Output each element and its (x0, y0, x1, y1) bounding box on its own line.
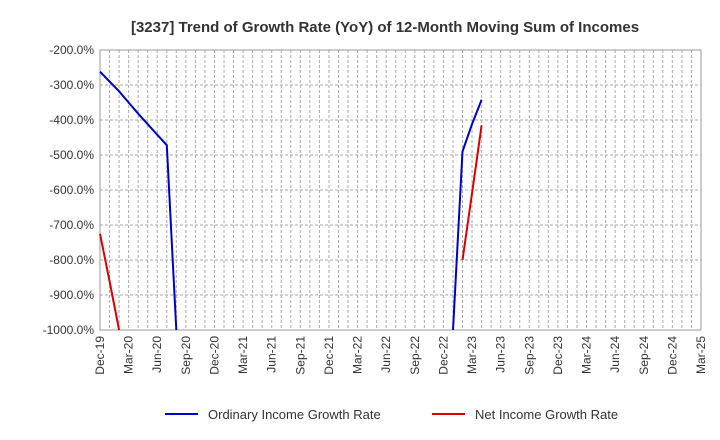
x-tick-label: Mar-21 (236, 336, 250, 374)
y-tick-label: -900.0% (49, 288, 94, 302)
y-tick-label: -400.0% (49, 113, 94, 127)
y-tick-label: -200.0% (49, 43, 94, 57)
x-tick-label: Dec-22 (436, 336, 450, 375)
series-line-net-income (461, 125, 483, 261)
y-tick-label: -300.0% (49, 78, 94, 92)
legend-label: Ordinary Income Growth Rate (208, 407, 381, 422)
x-tick-label: Dec-23 (551, 336, 565, 375)
y-axis: -200.0% -300.0% -400.0% -500.0% -600.0% -700.… (43, 43, 95, 337)
series-line-net-income (99, 233, 121, 331)
x-tick-label: Sep-20 (179, 336, 193, 375)
y-tick-label: -1000.0% (43, 323, 95, 337)
y-tick-label: -600.0% (49, 183, 94, 197)
series-line-ordinary-income (452, 99, 483, 331)
x-tick-label: Dec-21 (322, 336, 336, 375)
x-tick-label: Mar-20 (122, 336, 136, 374)
y-tick-label: -800.0% (49, 253, 94, 267)
x-tick-label: Mar-22 (351, 336, 365, 374)
x-tick-label: Jun-22 (379, 336, 393, 373)
x-tick-label: Jun-20 (150, 336, 164, 373)
x-tick-label: Mar-25 (694, 336, 708, 374)
x-tick-label: Sep-22 (408, 336, 422, 375)
series-layer (99, 71, 483, 331)
x-tick-label: Sep-21 (293, 336, 307, 375)
y-tick-label: -700.0% (49, 218, 94, 232)
y-tick-label: -500.0% (49, 148, 94, 162)
grid (100, 50, 701, 330)
x-tick-label: Mar-24 (580, 336, 594, 374)
x-tick-label: Dec-20 (207, 336, 221, 375)
x-tick-label: Dec-24 (665, 336, 679, 375)
x-tick-label: Sep-23 (522, 336, 536, 375)
series-line-ordinary-income (99, 71, 178, 331)
x-tick-label: Jun-21 (265, 336, 279, 373)
x-tick-label: Jun-24 (608, 336, 622, 373)
chart-title: [3237] Trend of Growth Rate (YoY) of 12-… (131, 19, 639, 36)
plot-area (99, 49, 702, 331)
x-axis: Dec-19 Mar-20 Jun-20 Sep-20 Dec-20 Mar-21 Jun-… (93, 336, 708, 375)
legend: Ordinary Income Growth Rate Net Income Gr… (165, 407, 618, 422)
legend-label: Net Income Growth Rate (475, 407, 618, 422)
x-tick-label: Dec-19 (93, 336, 107, 375)
x-tick-label: Sep-24 (637, 336, 651, 375)
x-tick-label: Jun-23 (494, 336, 508, 373)
x-tick-label: Mar-23 (465, 336, 479, 374)
